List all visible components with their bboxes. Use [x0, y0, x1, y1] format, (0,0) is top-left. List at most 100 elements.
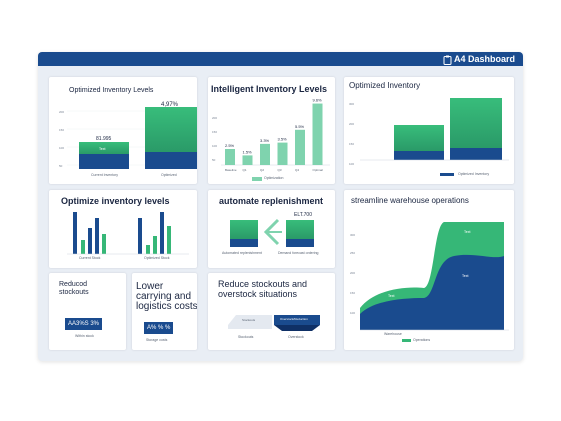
bar — [295, 129, 305, 165]
card-title: automate replenishment — [219, 196, 324, 206]
legend-swatch — [252, 177, 262, 181]
caption-right: Demand forecast ordering — [278, 251, 319, 255]
svg-text:200: 200 — [212, 116, 217, 120]
tab-right: Overstock/Reduction — [280, 317, 308, 321]
card-title: Optimize inventory levels — [61, 196, 170, 206]
card-optimized-inventory[interactable]: Optimized Inventory 300 200 150 100 Opti… — [344, 77, 514, 184]
svg-text:300: 300 — [350, 233, 355, 237]
caption-right: Overstock — [288, 335, 304, 339]
value-pill: AA3%S 3% — [65, 318, 103, 330]
svg-text:150: 150 — [350, 291, 355, 295]
bar1-value-label: 81.995 — [96, 136, 112, 142]
title-line2: overstock situations — [218, 289, 298, 299]
card-title: Optimized Inventory Levels — [69, 87, 154, 94]
bar — [312, 103, 323, 165]
legend-swatch — [402, 339, 411, 342]
svg-text:150: 150 — [59, 128, 64, 132]
area-label-mid: Text — [462, 274, 469, 278]
value-pill: A% % % — [144, 322, 174, 334]
svg-text:50: 50 — [212, 158, 216, 162]
svg-text:100: 100 — [59, 146, 64, 150]
caption: Storage costs — [146, 338, 168, 342]
svg-text:100: 100 — [350, 311, 355, 315]
bar-value-label: 9.6% — [313, 98, 323, 103]
brand[interactable]: A4 Dashboard — [443, 53, 515, 65]
title-line1: Reducod — [59, 281, 88, 288]
bar — [277, 142, 288, 165]
chart-bars: 200 150 100 50 2.5% Baseline 1.5% Q1 3.3% Q2 3… — [212, 98, 330, 181]
svg-text:150: 150 — [349, 142, 354, 146]
clipboard-icon — [443, 55, 452, 65]
caption: Warehouse — [384, 332, 402, 336]
card-intelligent-inventory-levels[interactable]: Intelligent Inventory Levels 200 150 100… — [208, 77, 335, 184]
bar — [242, 155, 253, 165]
bar-caption: Q1 — [243, 168, 247, 172]
bar — [260, 143, 270, 165]
card-reduced-stockouts[interactable]: Reducod stockouts AA3%S 3% Within stock — [49, 273, 126, 350]
bar-value-label: 3.3% — [260, 138, 270, 143]
bar2-value-label: 4,97% — [161, 102, 179, 108]
bar-value-label: 1.5% — [243, 149, 253, 154]
card-optimized-inventory-levels[interactable]: Optimized Inventory Levels 200 150 100 5… — [49, 77, 197, 184]
bar — [225, 149, 235, 165]
bar1-caption: Current Inventory — [91, 173, 119, 177]
bar-caption: Q2 — [260, 168, 264, 172]
title-line2: stockouts — [59, 289, 89, 296]
top-bar: A4 Dashboard — [38, 52, 523, 66]
bar-a — [394, 125, 444, 151]
legend-label: Optimized Inventory — [458, 172, 490, 176]
tab-left: Stockouts — [242, 318, 256, 322]
chart-bars — [67, 212, 189, 255]
stockout-tabs-graphic — [228, 315, 320, 331]
title-line2: carrying and — [136, 291, 192, 302]
bar-caption: Optimal — [313, 168, 324, 172]
chart-bars — [230, 218, 314, 247]
legend-swatch — [440, 173, 454, 176]
chart-area: 300 250 200 150 100 — [350, 222, 509, 342]
card-title: Intelligent Inventory Levels — [211, 84, 328, 94]
legend-label: Operations — [413, 338, 431, 342]
svg-text:200: 200 — [59, 110, 64, 114]
svg-text:200: 200 — [349, 122, 354, 126]
svg-text:200: 200 — [350, 271, 355, 275]
bar-value-label: 5.5% — [295, 124, 305, 129]
card-title: Optimized Inventory — [349, 81, 421, 90]
bar2-caption: Optimized — [161, 173, 177, 177]
bar-caption: Q3 — [278, 168, 282, 172]
card-lower-costs[interactable]: Lower carrying and logistics costs A% % … — [132, 273, 197, 350]
value-label: ELT.700 — [294, 212, 312, 218]
bar1-inner-label: Text — [99, 147, 106, 151]
dashboard-frame: A4 Dashboard Optimized Inventory Levels … — [38, 52, 523, 361]
caption-right: Optimized Stock — [144, 256, 170, 260]
caption-left: Current Stock — [79, 256, 101, 260]
svg-text:50: 50 — [59, 164, 63, 168]
card-title: streamline warehouse operations — [351, 196, 469, 205]
title-line1: Reduce stockouts and — [218, 279, 308, 289]
bar-optimized — [145, 107, 197, 152]
card-reduce-stockouts-overstock[interactable]: Reduce stockouts and overstock situation… — [208, 273, 335, 350]
bar-b — [450, 98, 502, 148]
svg-text:150: 150 — [212, 130, 217, 134]
card-streamline-warehouse-operations[interactable]: streamline warehouse operations 300 250 … — [344, 190, 514, 350]
svg-text:300: 300 — [349, 102, 354, 106]
svg-text:100: 100 — [349, 162, 354, 166]
title-line3: logistics costs — [136, 301, 197, 312]
chart-bars: 200 150 100 50 — [59, 107, 197, 169]
legend-label: Optimization — [264, 176, 284, 180]
bar-current — [79, 142, 129, 154]
svg-text:100: 100 — [212, 144, 217, 148]
svg-text:250: 250 — [350, 251, 355, 255]
area-label-top: Text — [464, 230, 471, 234]
bar-value-label: 3.5% — [278, 137, 288, 142]
bar-caption: Q4 — [295, 168, 299, 172]
bar-value-label: 2.5% — [225, 143, 235, 148]
card-optimize-inventory-levels[interactable]: Optimize inventory levels Current Stock … — [49, 190, 197, 268]
card-automate-replenishment[interactable]: automate replenishment ELT.700 Automated… — [208, 190, 335, 268]
caption-left: Stockouts — [238, 335, 254, 339]
bar-caption: Baseline — [225, 168, 237, 172]
chart-bars: 300 200 150 100 — [349, 98, 509, 176]
caption-left: Automated replenishment — [222, 251, 262, 255]
brand-label: A4 Dashboard — [453, 54, 515, 64]
area-label-left: Text — [388, 294, 395, 298]
caption: Within stock — [75, 334, 94, 338]
